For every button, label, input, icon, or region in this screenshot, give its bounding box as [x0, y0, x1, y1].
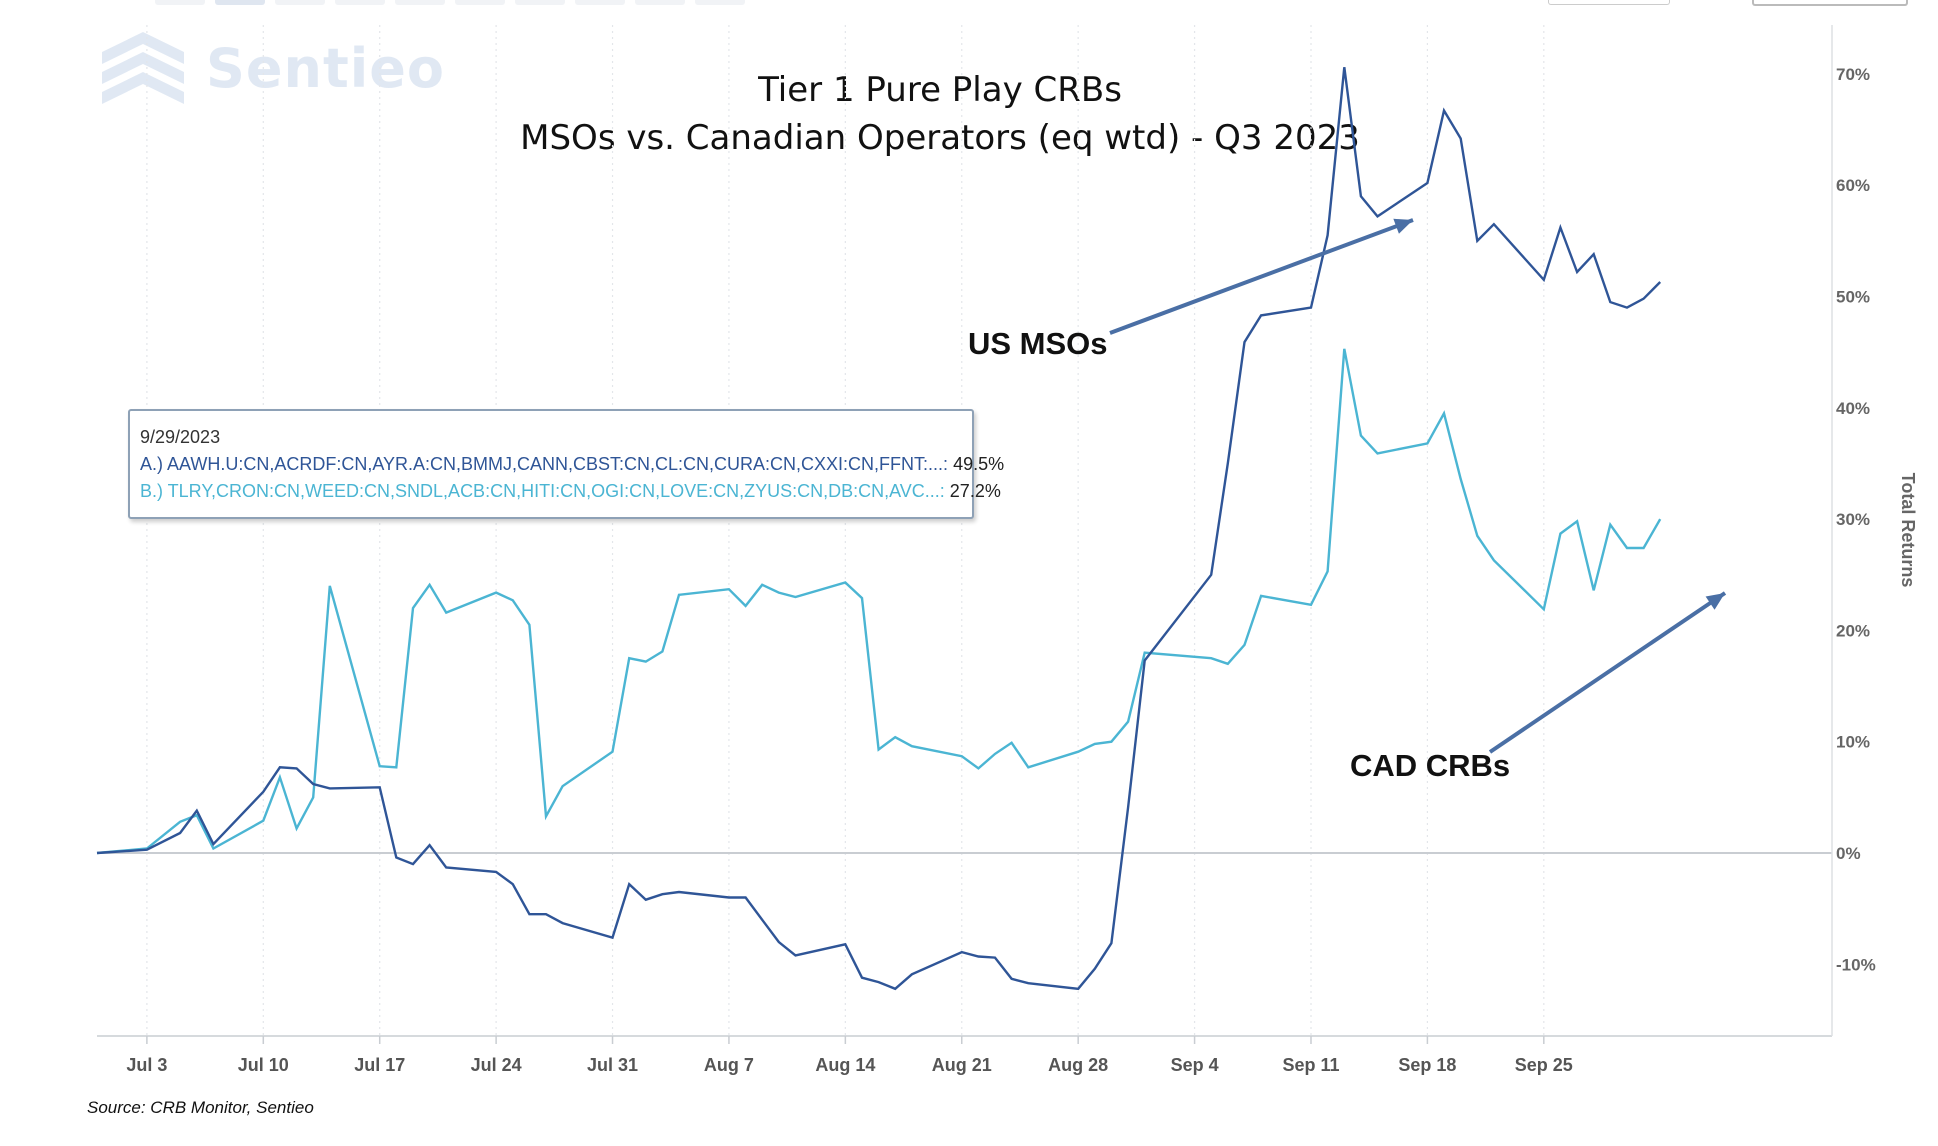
- y-tick-label: 10%: [1836, 733, 1870, 752]
- x-tick-label: Jul 3: [126, 1055, 167, 1075]
- toolbar-button[interactable]: [335, 0, 385, 5]
- x-tick-label: Sep 11: [1282, 1055, 1339, 1075]
- tooltip-series-a-value: 49.5%: [953, 454, 1005, 474]
- tooltip-series-b-label: B.) TLRY,CRON:CN,WEED:CN,SNDL,ACB:CN,HIT…: [140, 481, 945, 501]
- y-tick-label: -10%: [1836, 955, 1876, 974]
- x-tick-label: Aug 21: [932, 1055, 992, 1075]
- y-axis-label: Total Returns: [1898, 473, 1918, 588]
- y-tick-label: 40%: [1836, 399, 1870, 418]
- y-tick-label: 0%: [1836, 844, 1861, 863]
- toolbar-button[interactable]: [275, 0, 325, 5]
- x-tick-label: Aug 7: [704, 1055, 754, 1075]
- y-tick-label: 50%: [1836, 288, 1870, 307]
- y-tick-label: 30%: [1836, 510, 1870, 529]
- x-tick-label: Aug 14: [815, 1055, 875, 1075]
- chart-tooltip: 9/29/2023 A.) AAWH.U:CN,ACRDF:CN,AYR.A:C…: [128, 409, 1004, 519]
- y-tick-label: 20%: [1836, 621, 1870, 640]
- arrow-head: [1393, 218, 1413, 234]
- arrow-shaft: [1488, 591, 1727, 754]
- toolbar-input[interactable]: [1752, 0, 1908, 6]
- arrow-head: [1705, 593, 1725, 610]
- y-tick-label: 70%: [1836, 65, 1870, 84]
- x-tick-label: Jul 10: [238, 1055, 289, 1075]
- arrow-cad-crbs: [1488, 591, 1727, 754]
- logo-text: Sentieo: [206, 36, 446, 100]
- tooltip-series-b-value: 27.2%: [949, 481, 1001, 501]
- chart-subtitle: MSOs vs. Canadian Operators (eq wtd) - Q…: [520, 118, 1360, 158]
- x-tick-label: Jul 31: [587, 1055, 638, 1075]
- series-layer: [96, 67, 1662, 991]
- tooltip-row-b: B.) TLRY,CRON:CN,WEED:CN,SNDL,ACB:CN,HIT…: [140, 481, 1001, 502]
- series-line-us-msos: [96, 67, 1662, 991]
- x-tick-label: Sep 25: [1515, 1055, 1573, 1075]
- tooltip-series-a-label: A.) AAWH.U:CN,ACRDF:CN,AYR.A:CN,BMMJ,CAN…: [140, 454, 949, 474]
- x-tick-label: Aug 28: [1048, 1055, 1108, 1075]
- annotation-arrows: [1109, 218, 1727, 754]
- toolbar-button[interactable]: [515, 0, 565, 5]
- toolbar-button[interactable]: [455, 0, 505, 5]
- axis-layer: Jul 3 Jul 10 Jul 17 Jul 24 Jul 31 Aug 7 Aug 14…: [97, 25, 1918, 1075]
- x-tick-label: Jul 24: [471, 1055, 522, 1075]
- series-line-cad-crbs: [96, 348, 1662, 855]
- toolbar-button[interactable]: [155, 0, 205, 5]
- x-tick-label: Sep 4: [1171, 1055, 1219, 1075]
- x-tick-label: Sep 18: [1398, 1055, 1456, 1075]
- annotation-cad-crbs: CAD CRBs: [1350, 748, 1511, 783]
- tooltip-row-a: A.) AAWH.U:CN,ACRDF:CN,AYR.A:CN,BMMJ,CAN…: [140, 454, 1004, 475]
- chart-title: Tier 1 Pure Play CRBs: [758, 70, 1122, 110]
- annotation-us-msos: US MSOs: [968, 326, 1108, 361]
- sentieo-logo-icon: [102, 32, 184, 104]
- y-tick-label: 60%: [1836, 176, 1870, 195]
- toolbar-button[interactable]: [215, 0, 265, 5]
- tooltip-date: 9/29/2023: [140, 427, 221, 447]
- source-note: Source: CRB Monitor, Sentieo: [87, 1098, 314, 1117]
- toolbar-button[interactable]: [395, 0, 445, 5]
- toolbar-button[interactable]: [635, 0, 685, 5]
- sentieo-logo: Sentieo: [100, 30, 445, 106]
- x-tick-label: Jul 17: [354, 1055, 405, 1075]
- arrow-us-msos: [1109, 218, 1414, 335]
- toolbar-input[interactable]: [1548, 0, 1670, 5]
- toolbar-button[interactable]: [695, 0, 745, 5]
- arrow-shaft: [1109, 218, 1414, 335]
- toolbar-button[interactable]: [575, 0, 625, 5]
- grid-layer: [97, 25, 1832, 1036]
